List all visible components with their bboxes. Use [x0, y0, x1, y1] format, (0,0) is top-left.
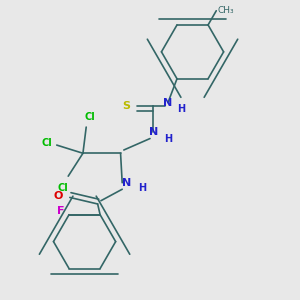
Text: N: N — [122, 178, 132, 188]
Text: H: H — [164, 134, 172, 143]
Text: H: H — [177, 104, 185, 114]
Text: O: O — [54, 191, 63, 201]
Text: N: N — [148, 127, 158, 137]
Text: N: N — [164, 98, 172, 108]
Text: Cl: Cl — [41, 139, 52, 148]
Text: Cl: Cl — [58, 183, 69, 193]
Text: F: F — [57, 206, 64, 216]
Text: Cl: Cl — [84, 112, 95, 122]
Text: H: H — [138, 183, 146, 193]
Text: S: S — [122, 101, 130, 111]
Text: CH₃: CH₃ — [218, 6, 235, 15]
